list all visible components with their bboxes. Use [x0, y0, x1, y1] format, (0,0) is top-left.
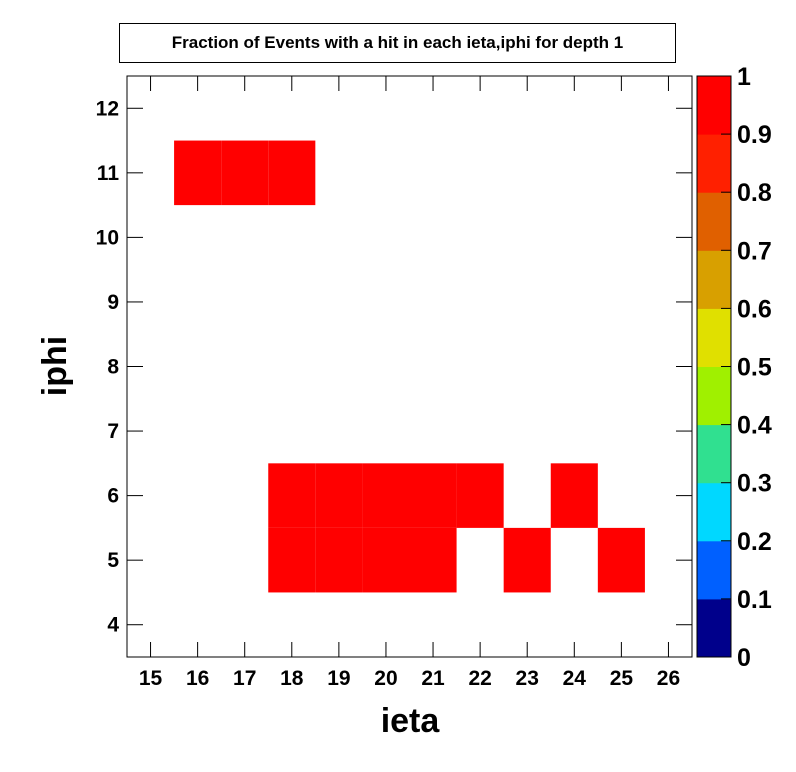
heatmap-cell: [456, 463, 504, 528]
x-tick-label: 20: [374, 667, 397, 690]
color-scale-label: 0.7: [737, 237, 772, 265]
y-tick-label: 8: [107, 356, 119, 379]
heatmap-cell: [315, 527, 363, 593]
heatmap-cell: [268, 140, 316, 206]
x-tick-label: 25: [610, 667, 634, 690]
heatmap-cell: [268, 463, 316, 528]
heatmap-cells: [174, 140, 645, 593]
heatmap-cell: [221, 140, 269, 206]
y-tick-label: 12: [96, 97, 119, 120]
chart-title: Fraction of Events with a hit in each ie…: [119, 23, 676, 63]
y-axis-label: iphi: [36, 336, 74, 396]
y-tick-label: 11: [97, 162, 120, 185]
color-scale-label: 1: [737, 63, 751, 91]
color-scale-segment: [697, 134, 731, 193]
y-tick-label: 5: [107, 549, 119, 572]
x-tick-label: 22: [468, 667, 491, 690]
color-scale-segment: [697, 482, 731, 542]
color-scale-label: 0.2: [737, 528, 772, 556]
x-tick-label: 26: [657, 667, 680, 690]
x-tick-label: 23: [516, 667, 539, 690]
color-scale-label: 0.3: [737, 470, 772, 498]
heatmap-cell: [268, 527, 316, 593]
x-tick-label: 16: [186, 667, 209, 690]
y-tick-label: 9: [107, 291, 119, 314]
heatmap-cell: [362, 527, 410, 593]
x-tick-label: 19: [327, 667, 350, 690]
axis-ticks: 15 16 17 18 19 20 21 22 23 24 25 26 4 5 6 7 8 9 10 11 12: [96, 76, 692, 690]
x-axis-label: ieta: [381, 702, 441, 740]
color-scale-label: 0.9: [737, 121, 772, 149]
color-scale-label: 0: [737, 644, 751, 672]
color-scale-label: 0.4: [737, 412, 772, 440]
color-scale-bar: 0 0.1 0.2 0.3 0.4 0.5 0.6 0.7 0.8 0.9 1: [696, 63, 772, 672]
color-scale-segment: [697, 366, 731, 426]
y-tick-label: 7: [107, 420, 119, 443]
color-scale-segment: [697, 540, 731, 600]
color-scale-segment: [697, 250, 731, 309]
heatmap-cell: [503, 527, 551, 593]
heatmap-cell: [550, 463, 598, 528]
heatmap-cell: [362, 463, 410, 528]
color-scale-segment: [697, 308, 731, 367]
x-tick-label: 21: [421, 667, 445, 690]
heatmap-cell: [315, 463, 363, 528]
color-scale-label: 0.6: [737, 295, 772, 323]
x-tick-label: 15: [139, 667, 163, 690]
color-scale-label: 0.5: [737, 354, 772, 382]
heatmap-cell: [174, 140, 222, 206]
heatmap-cell: [409, 527, 457, 593]
heatmap-cell: [409, 463, 457, 528]
x-tick-label: 17: [233, 667, 256, 690]
y-tick-label: 4: [107, 614, 119, 637]
color-scale-segment: [697, 192, 731, 251]
color-scale-label: 0.1: [737, 586, 772, 614]
color-scale-segment: [697, 76, 731, 135]
y-tick-label: 10: [96, 226, 119, 249]
x-tick-label: 24: [563, 667, 587, 690]
color-scale-segment: [697, 424, 731, 484]
x-tick-label: 18: [280, 667, 304, 690]
y-tick-label: 6: [107, 485, 119, 508]
color-scale-segment: [697, 598, 731, 658]
color-scale-label: 0.8: [737, 179, 772, 207]
heatmap-cell: [597, 527, 645, 593]
